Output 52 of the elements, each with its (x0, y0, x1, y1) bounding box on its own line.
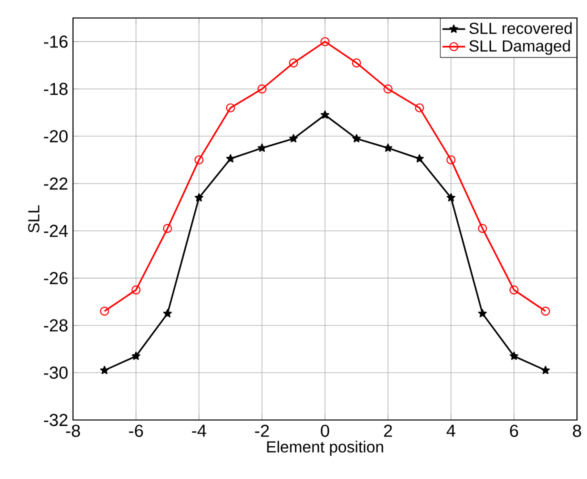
x-axis-title: Element position (267, 440, 384, 456)
x-tick-label: 8 (572, 424, 582, 437)
point (132, 352, 140, 360)
point (384, 144, 392, 152)
point (288, 58, 298, 68)
point (258, 144, 266, 152)
x-tick-label: -4 (192, 424, 206, 437)
point (194, 155, 204, 164)
y-tick-label: -20 (44, 130, 68, 142)
point (540, 306, 550, 316)
y-tick-label: -30 (44, 366, 68, 379)
point (352, 58, 362, 68)
point (509, 285, 519, 294)
point (226, 154, 235, 162)
x-tick-label: 0 (320, 424, 330, 437)
point (415, 154, 424, 162)
x-tick-label: -2 (255, 424, 269, 437)
legend-label: SLL recovered (469, 22, 572, 34)
point (478, 309, 487, 318)
point (163, 309, 172, 318)
point (226, 103, 236, 112)
point (352, 134, 361, 142)
x-tick-label: -6 (129, 424, 143, 437)
point (414, 103, 424, 112)
point (478, 224, 488, 233)
x-tick-label: 6 (510, 424, 518, 437)
y-tick-label: -32 (44, 414, 68, 426)
point (446, 193, 456, 202)
point (131, 285, 141, 294)
point (541, 366, 550, 374)
point (446, 155, 456, 164)
y-tick-label: -24 (44, 224, 68, 237)
y-axis-title: SLL (28, 205, 40, 232)
point (320, 110, 330, 119)
point (510, 352, 518, 360)
y-tick-label: -28 (44, 319, 68, 332)
point (383, 84, 393, 94)
point (100, 306, 110, 316)
y-tick-label: -26 (44, 272, 68, 284)
legend-label: SLL Damaged (469, 40, 570, 55)
point (194, 193, 204, 202)
y-tick-label: -16 (44, 36, 68, 48)
x-tick-label: 4 (446, 424, 456, 437)
y-tick-label: -18 (44, 82, 68, 96)
y-tick-label: -22 (44, 177, 68, 190)
point (257, 84, 267, 94)
point (289, 134, 298, 142)
x-tick-label: 2 (384, 424, 392, 437)
point (320, 37, 330, 46)
point (100, 366, 109, 374)
point (162, 224, 172, 233)
x-tick-label: -8 (66, 424, 80, 437)
